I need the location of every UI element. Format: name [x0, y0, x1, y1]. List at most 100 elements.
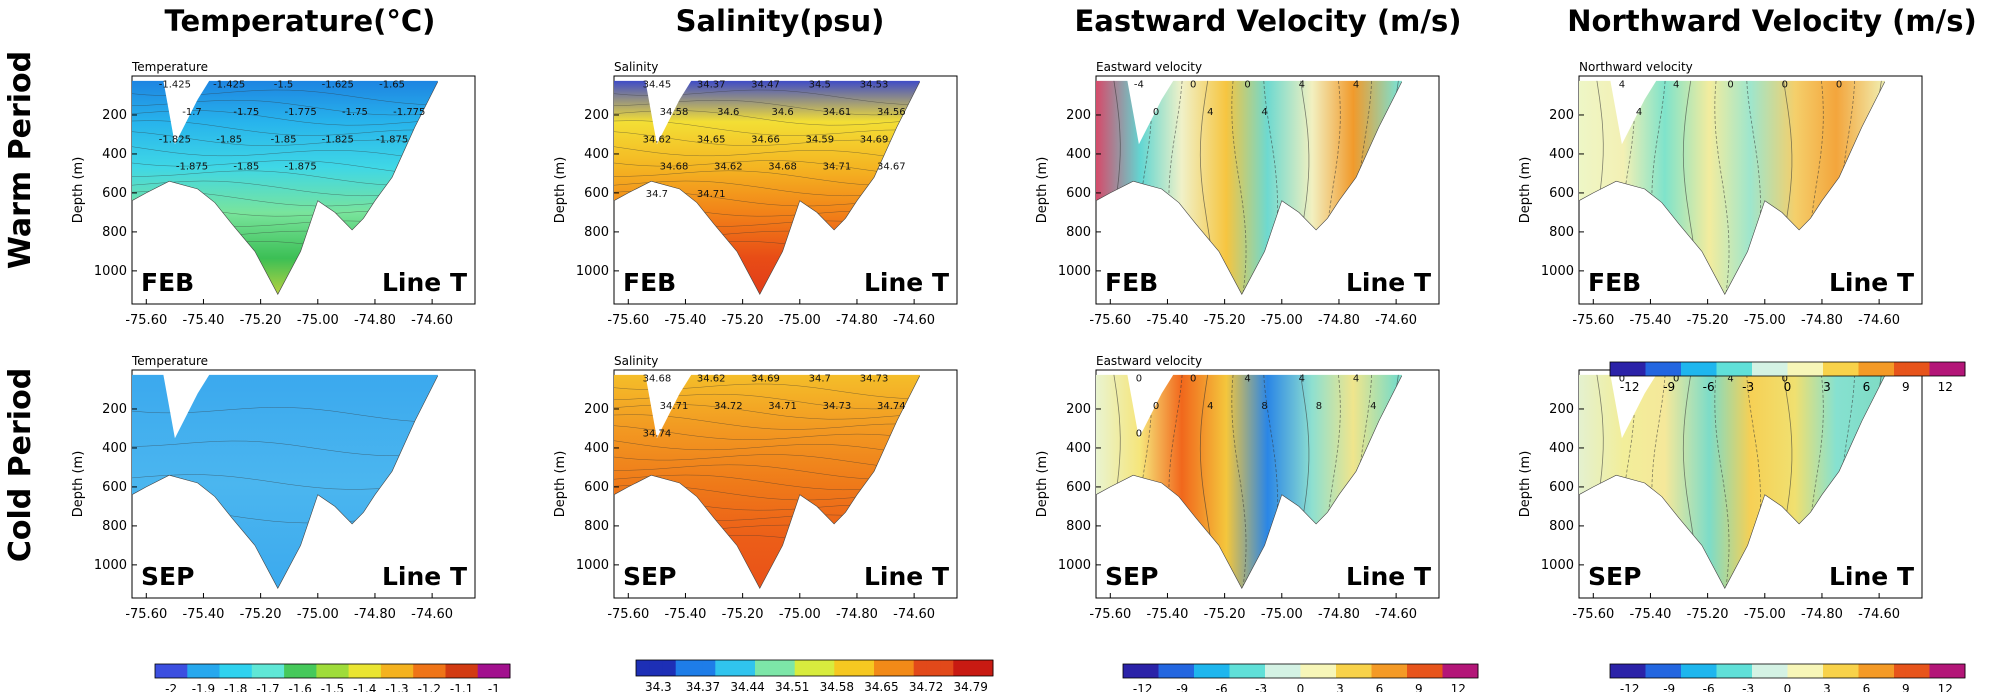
seabed-line — [613, 375, 921, 589]
colorbar-swatch — [423, 664, 436, 678]
colorbar-swatch — [1621, 362, 1635, 376]
seabed-line — [131, 375, 439, 589]
x-tick-label: -75.20 — [1204, 607, 1246, 622]
contour-line — [1263, 374, 1278, 589]
colorbar-tick-label: 6 — [1863, 380, 1871, 394]
x-tick-label: -75.60 — [1089, 313, 1131, 328]
colorbar-swatch — [1669, 362, 1682, 376]
colorbar-swatch — [370, 664, 382, 678]
colorbar-swatch — [728, 660, 743, 676]
colorbar-northward-velocity-top: -12 -9 -6 -3 0 3 6 9 12 — [1609, 361, 1966, 394]
colorbar-tick-label: 12 — [1938, 380, 1953, 394]
colorbar-swatch — [966, 660, 981, 676]
colorbar-tick-label: -12 — [1133, 682, 1153, 692]
seabed-line — [1095, 375, 1403, 589]
colorbar-tick-label: 9 — [1415, 682, 1423, 692]
y-axis-label: Depth (m) — [553, 451, 568, 518]
panel-salinity-sep: 34.68 34.62 34.69 34.7 34.73 34.71 34.72 34.71 3… — [553, 354, 958, 622]
contour-label: 34.59 — [805, 134, 834, 145]
colorbar-swatch — [165, 664, 178, 678]
y-tick-label: 1000 — [1058, 558, 1091, 573]
panel-eastward-velocity-feb: -4 0 0 4 4 0 4 4 Eastward velocity FEB Line T Depth… — [1035, 60, 1440, 328]
y-axis-label: Depth (m) — [71, 157, 86, 224]
contour-label: 4 — [1353, 374, 1359, 385]
month-label: FEB — [1588, 268, 1641, 297]
colorbar-swatch — [359, 664, 371, 678]
contour-label: 0 — [1619, 374, 1625, 385]
colorbar-swatch — [768, 660, 782, 676]
colorbar-swatch — [499, 664, 511, 678]
colorbar-swatch — [187, 664, 199, 678]
row-title-cold-period: Cold Period — [3, 368, 38, 562]
x-tick-label: -74.60 — [1858, 607, 1900, 622]
seabed-line — [1578, 375, 1886, 589]
y-tick-label: 1000 — [1058, 264, 1091, 279]
contour-label: 34.73 — [860, 374, 889, 385]
contour-label: 34.68 — [643, 374, 672, 385]
colorbar-border — [1122, 663, 1479, 679]
y-tick-label: 600 — [584, 186, 609, 201]
contour-label: -1.625 — [322, 80, 354, 91]
colorbar-swatch — [327, 664, 339, 678]
colorbar-tick-label: -3 — [1742, 380, 1754, 394]
y-tick-label: 1000 — [576, 558, 609, 573]
contour-label: -1.85 — [233, 162, 259, 173]
contour-label: 0 — [1244, 80, 1250, 91]
colorbar-swatch — [1775, 664, 1788, 678]
month-label: SEP — [623, 562, 676, 591]
colorbar-swatch — [1728, 362, 1741, 376]
contour-label: 34.74 — [643, 428, 672, 439]
colorbar-swatch — [1681, 362, 1694, 376]
colorbar-swatch — [1858, 664, 1871, 678]
contour-line — [1651, 80, 1666, 295]
colorbar-tick-label: -9 — [1663, 682, 1675, 692]
colorbar-swatch — [348, 664, 360, 678]
x-tick-label: -75.60 — [1572, 607, 1614, 622]
colorbar-tick-label: -1.7 — [256, 682, 279, 692]
colorbar-swatch — [847, 660, 862, 676]
colorbar-swatch — [1752, 664, 1765, 678]
seabed-line — [1095, 81, 1403, 295]
colorbar-tick-label: -1.2 — [418, 682, 441, 692]
colorbar-swatch — [755, 660, 769, 676]
colorbar-swatch — [794, 660, 809, 676]
contour-label: -1.425 — [159, 80, 191, 91]
contour-label: 4 — [1370, 401, 1376, 412]
colorbar-swatch — [1716, 664, 1729, 678]
colorbar-swatch — [391, 664, 403, 678]
y-tick-label: 400 — [1549, 147, 1574, 162]
x-tick-label: -75.40 — [1146, 607, 1188, 622]
colorbar-swatch — [1823, 664, 1836, 678]
panels: -1.425 -1.425 -1.5 -1.625 -1.65 -1.7 -1.75 -1.7… — [71, 60, 1923, 622]
contour-label: -4 — [1134, 80, 1144, 91]
contour-label: 34.61 — [823, 107, 852, 118]
x-tick-label: -75.00 — [1261, 607, 1303, 622]
contour-label: -1.425 — [213, 80, 245, 91]
x-tick-label: -75.00 — [1261, 313, 1303, 328]
colorbar-tick-label: 9 — [1902, 682, 1910, 692]
colorbar-swatch — [1217, 664, 1230, 678]
colorbar-swatch — [702, 660, 716, 676]
colorbar-swatch — [1787, 362, 1800, 376]
x-tick-label: -75.40 — [1629, 313, 1671, 328]
x-tick-label: -74.60 — [1858, 313, 1900, 328]
col-title-salinity: Salinity(psu) — [676, 4, 885, 38]
contour-label: 34.68 — [660, 162, 689, 173]
contour-label: -1.775 — [393, 107, 425, 118]
panel-temperature-sep: Temperature SEP Line T Depth (m) 200 400 600 80… — [71, 354, 476, 622]
line-label: Line T — [382, 268, 467, 297]
y-tick-label: 200 — [1066, 402, 1091, 417]
contour-label: 34.67 — [877, 162, 906, 173]
x-tick-label: -75.00 — [779, 313, 821, 328]
colorbar-swatch — [380, 664, 393, 678]
x-tick-label: -75.40 — [1146, 313, 1188, 328]
month-label: FEB — [1105, 268, 1158, 297]
colorbar-swatch — [1752, 362, 1765, 376]
colorbar-swatch — [219, 664, 231, 678]
contour-label: 0 — [1153, 107, 1159, 118]
colorbar-swatch — [251, 664, 264, 678]
colorbar-swatch — [1905, 362, 1919, 376]
colorbar-swatch — [715, 660, 729, 676]
panel-title: Temperature — [131, 60, 208, 74]
contour-label: 0 — [1136, 374, 1142, 385]
